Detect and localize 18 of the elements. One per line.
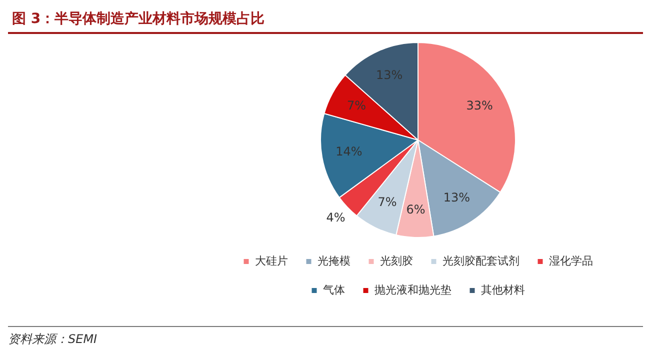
legend-label: 抛光液和抛光垫 [374,283,452,296]
legend-label: 其他材料 [480,283,525,296]
legend-label: 气体 [322,283,345,296]
data-label: 4% [326,210,346,224]
data-label: 33% [466,98,493,112]
legend-label: 湿化学品 [548,254,593,268]
data-label: 13% [443,190,470,205]
data-label: 14% [336,144,362,159]
data-label: 6% [406,202,426,216]
legend-label: 光刻胶配套试剂 [442,254,520,268]
legend-label: 光刻胶 [380,254,413,268]
data-label: 13% [376,68,403,82]
data-label: 7% [378,195,397,210]
legend-label: 光掩模 [317,254,350,268]
chart-title: 图 3：半导体制造产业材料市场规模占比 [8,8,643,34]
data-label: 7% [346,98,366,112]
text: 资料来源：SEMI [8,332,98,346]
legend-label: 大硅片 [254,254,288,268]
